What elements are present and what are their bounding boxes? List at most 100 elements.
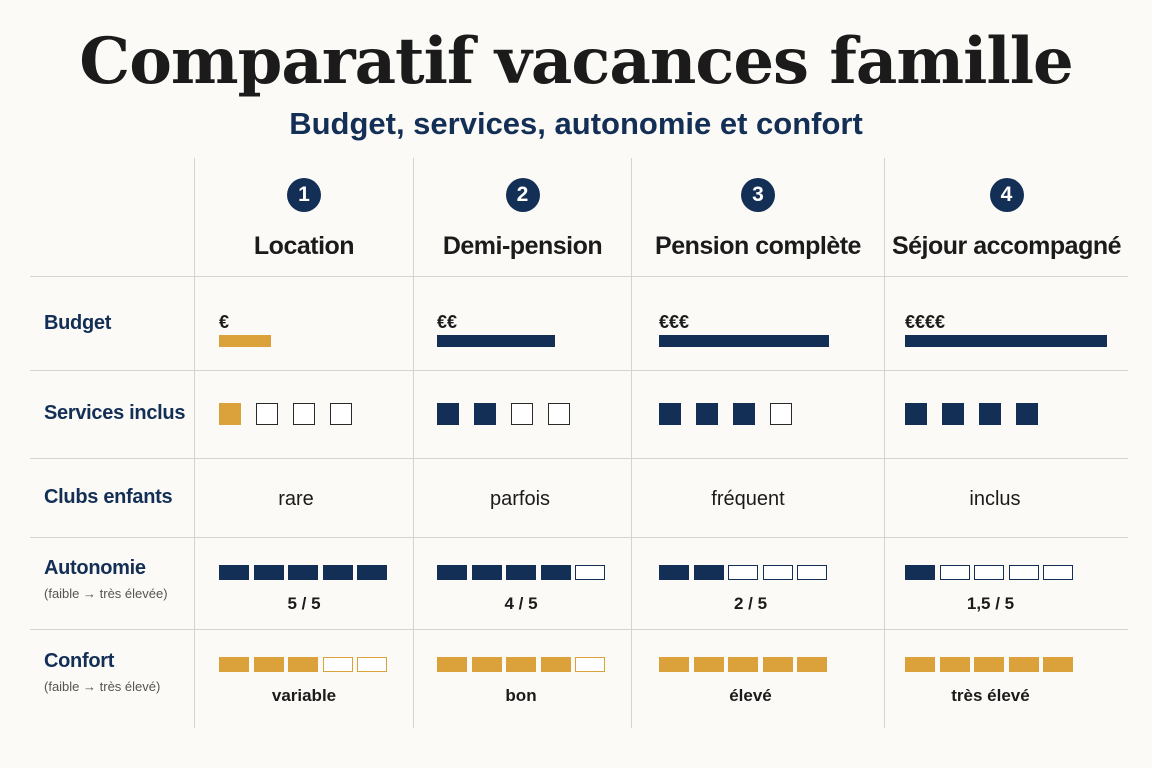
confort-label: élevé xyxy=(729,686,772,705)
confort-segment-filled xyxy=(288,657,318,672)
service-square-filled xyxy=(1016,403,1038,425)
confort-segment-filled xyxy=(219,657,249,672)
service-square-empty xyxy=(330,403,352,425)
row-label-scale: (faible → très élevée) xyxy=(44,586,168,601)
page-subtitle: Budget, services, autonomie et confort xyxy=(289,106,863,141)
budget-bar xyxy=(905,335,1107,347)
autonomie-segment-empty xyxy=(575,565,605,580)
clubs-value: rare xyxy=(278,488,314,510)
autonomie-segment-filled xyxy=(471,565,502,580)
grid-divider xyxy=(30,629,1128,630)
clubs-value: parfois xyxy=(489,488,551,510)
row-label-autonomie: Autonomie (faible → très élevée) xyxy=(44,557,168,601)
service-square-filled xyxy=(437,403,459,425)
grid-divider xyxy=(631,158,632,728)
confort-segment-filled xyxy=(437,657,467,672)
confort-segment-filled xyxy=(939,657,970,672)
row-label-text: Budget xyxy=(44,312,112,334)
grid-divider xyxy=(30,370,1128,371)
confort-label: variable xyxy=(271,686,337,705)
row-label-text: Autonomie xyxy=(44,557,146,579)
budget-bar xyxy=(659,335,829,347)
budget-symbol: €€€ xyxy=(659,312,690,332)
row-label-text: Confort xyxy=(44,650,115,672)
row-label-confort: Confort (faible → très élevé) xyxy=(44,650,160,694)
service-square-filled xyxy=(659,403,681,425)
service-square-filled xyxy=(733,403,755,425)
confort-segment-empty xyxy=(322,657,353,672)
service-square-empty xyxy=(511,403,533,425)
confort-segment-filled xyxy=(905,657,935,672)
confort-segment-empty xyxy=(357,657,387,672)
confort-segment-filled xyxy=(797,657,827,672)
column-header-location: 1 Location xyxy=(195,170,413,270)
service-square-empty xyxy=(548,403,570,425)
autonomie-score: 4 / 5 xyxy=(504,594,538,613)
autonomie-segment-empty xyxy=(1008,565,1039,580)
confort-segment-filled xyxy=(1008,657,1039,672)
service-square-empty xyxy=(770,403,792,425)
column-title: Séjour accompagné xyxy=(891,232,1122,260)
service-square-empty xyxy=(293,403,315,425)
autonomie-segment-filled xyxy=(288,565,318,580)
page-title: Comparatif vacances famille xyxy=(79,24,1073,99)
column-header-sejour-accompagne: 4 Séjour accompagné xyxy=(885,170,1128,270)
autonomie-segment-empty xyxy=(762,565,793,580)
confort-segment-filled xyxy=(762,657,793,672)
row-label-clubs: Clubs enfants xyxy=(44,486,173,509)
service-square-empty xyxy=(256,403,278,425)
grid-divider xyxy=(30,276,1128,277)
row-label-text: Services inclus xyxy=(44,402,186,424)
service-square-filled xyxy=(942,403,964,425)
grid-divider xyxy=(884,158,885,728)
confort-segment-filled xyxy=(1043,657,1073,672)
autonomie-segment-filled xyxy=(322,565,353,580)
column-title: Demi-pension xyxy=(442,232,603,260)
row-label-text: Clubs enfants xyxy=(44,486,173,508)
autonomie-segment-filled xyxy=(437,565,467,580)
autonomie-segment-filled xyxy=(540,565,571,580)
autonomie-segment-empty xyxy=(939,565,970,580)
row-label-services: Services inclus xyxy=(44,402,185,425)
autonomie-segment-filled xyxy=(219,565,249,580)
column-header-pension-complete: 3 Pension complète xyxy=(632,170,884,270)
row-label-budget: Budget xyxy=(44,312,111,335)
autonomie-segment-filled xyxy=(905,565,935,580)
service-square-filled xyxy=(979,403,1001,425)
autonomie-segment-empty xyxy=(728,565,758,580)
confort-segment-filled xyxy=(506,657,536,672)
budget-symbol: €€€€ xyxy=(905,312,946,332)
autonomie-segment-filled xyxy=(693,565,724,580)
budget-symbol: €€ xyxy=(437,312,458,332)
clubs-value: fréquent xyxy=(711,488,785,510)
confort-segment-filled xyxy=(540,657,571,672)
autonomie-segment-empty xyxy=(1043,565,1073,580)
grid-divider xyxy=(413,158,414,728)
autonomie-segment-filled xyxy=(659,565,689,580)
confort-segment-empty xyxy=(575,657,605,672)
column-header-demi-pension: 2 Demi-pension xyxy=(414,170,631,270)
confort-segment-filled xyxy=(728,657,758,672)
autonomie-segment-filled xyxy=(253,565,284,580)
clubs-value: inclus xyxy=(969,488,1021,510)
row-label-scale: (faible → très élevé) xyxy=(44,679,161,694)
budget-bar xyxy=(437,335,555,347)
service-square-filled xyxy=(219,403,241,425)
grid-divider xyxy=(30,458,1128,459)
autonomie-segment-empty xyxy=(797,565,827,580)
autonomie-segment-empty xyxy=(974,565,1004,580)
grid-divider xyxy=(194,158,195,728)
autonomie-segment-filled xyxy=(357,565,387,580)
budget-bar xyxy=(219,335,271,347)
service-square-filled xyxy=(474,403,496,425)
autonomie-score: 5 / 5 xyxy=(287,594,321,613)
service-square-filled xyxy=(905,403,927,425)
confort-segment-filled xyxy=(693,657,724,672)
confort-segment-filled xyxy=(471,657,502,672)
service-square-filled xyxy=(696,403,718,425)
column-title: Location xyxy=(253,232,355,260)
column-number-badge: 1 xyxy=(287,178,321,212)
grid-divider xyxy=(30,537,1128,538)
confort-label: bon xyxy=(505,686,537,705)
autonomie-segment-filled xyxy=(506,565,536,580)
